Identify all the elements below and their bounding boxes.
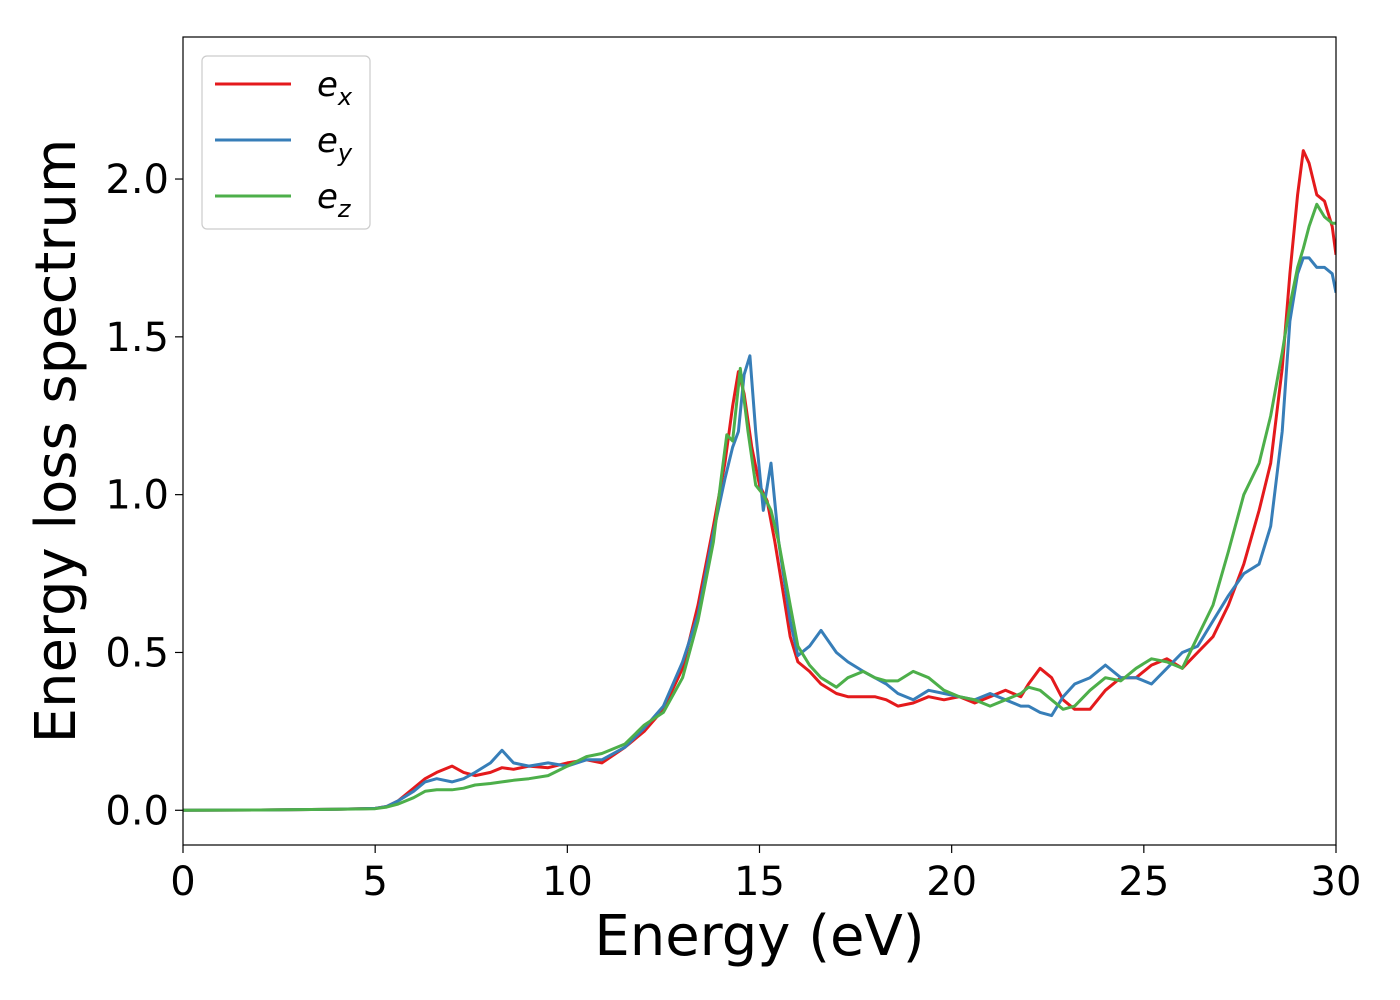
legend-label-e_x: ex	[317, 65, 353, 111]
y-tick-label: 0.0	[105, 788, 169, 834]
x-tick-label: 30	[1311, 859, 1362, 905]
x-axis: 0 5 10 15 20 25 30	[170, 845, 1361, 905]
x-tick-label: 0	[170, 859, 195, 905]
x-tick-label: 10	[542, 859, 593, 905]
x-axis-title: Energy (eV)	[594, 904, 924, 969]
series-line-e_z	[183, 202, 1336, 812]
legend-label-sub: y	[337, 139, 353, 167]
legend-label-sub: x	[337, 83, 353, 111]
y-axis-title: Energy loss spectrum	[24, 139, 89, 744]
series-layer	[183, 149, 1336, 812]
legend-label-e_z: ez	[317, 177, 352, 223]
x-tick-label: 5	[362, 859, 387, 905]
series-line-e_y	[183, 256, 1336, 812]
legend-label-e_y: ey	[317, 121, 353, 167]
y-tick-label: 0.5	[105, 630, 169, 676]
legend-label-main: e	[317, 65, 338, 105]
y-tick-label: 1.5	[105, 315, 169, 361]
legend-label-main: e	[317, 177, 338, 217]
y-axis: 0.0 0.5 1.0 1.5 2.0	[105, 157, 183, 834]
x-tick-label: 25	[1118, 859, 1169, 905]
x-tick-label: 20	[926, 859, 977, 905]
y-tick-label: 2.0	[105, 157, 169, 203]
x-tick-label: 15	[734, 859, 785, 905]
y-tick-label: 1.0	[105, 473, 169, 519]
legend-label-main: e	[317, 121, 338, 161]
legend-box	[201, 55, 371, 230]
series-line-e_x	[183, 149, 1336, 812]
legend-label-sub: z	[337, 195, 352, 223]
